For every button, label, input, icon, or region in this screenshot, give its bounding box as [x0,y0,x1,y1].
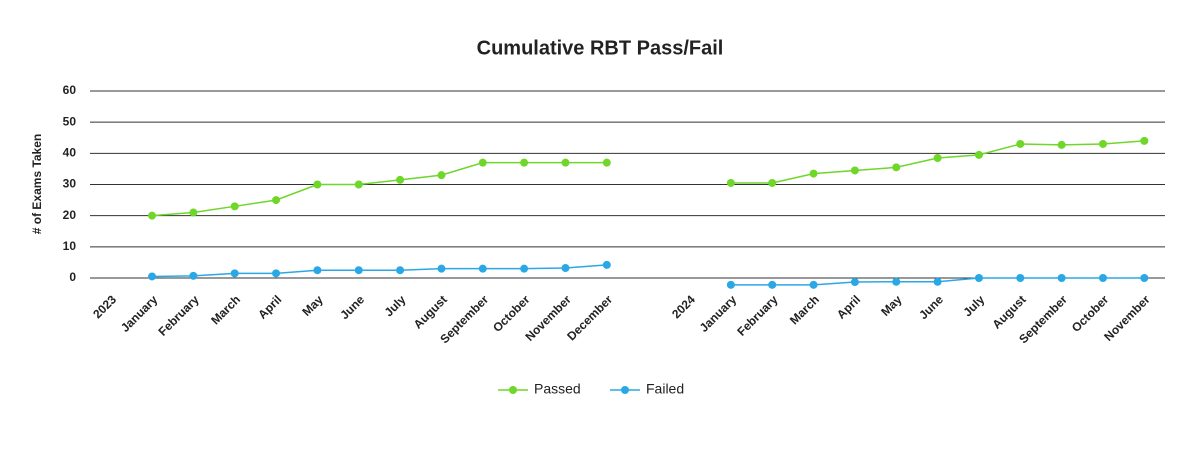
x-tick-label: October [490,292,533,335]
data-point [726,178,735,187]
data-point [974,274,983,282]
x-tick-label: May [878,292,905,319]
data-point [1098,139,1107,148]
data-point [768,178,777,187]
data-point [809,280,818,289]
data-point [230,202,239,211]
data-point [1016,139,1025,148]
data-point [437,171,446,180]
data-point [354,180,363,189]
legend-marker [621,386,629,394]
x-tick-label: January [118,292,161,335]
x-tick-label: April [834,292,863,321]
series-line [151,140,1145,217]
data-point [313,180,322,189]
data-point [602,158,611,167]
data-point [1140,136,1149,145]
x-tick-label: December [564,292,615,343]
data-point [850,166,859,175]
data-point [148,211,157,220]
x-tick-label: 2024 [669,292,698,321]
x-tick-label: August [990,292,1029,331]
data-point [189,208,198,217]
data-point [189,271,198,280]
data-point [478,158,487,167]
data-point [809,169,818,178]
data-point [396,175,405,184]
x-tick-label: January [697,292,740,335]
data-point [561,264,570,273]
y-tick-label: 50 [63,114,77,128]
data-point [437,264,446,273]
legend-label: Passed [534,381,581,397]
legend-marker [509,386,517,394]
data-point [1098,274,1107,282]
data-point [933,154,942,163]
x-tick-label: August [411,292,450,331]
data-point [230,269,239,278]
data-point [1057,274,1066,282]
data-point [272,196,281,205]
data-point [520,264,529,273]
data-point [726,280,735,289]
y-tick-label: 10 [63,239,77,253]
x-tick-label: July [960,292,987,319]
y-tick-label: 40 [63,146,77,160]
data-point [396,266,405,275]
y-tick-label: 60 [63,83,77,97]
x-tick-label: November [1101,292,1153,344]
x-tick-label: February [156,292,202,338]
y-tick-label: 20 [63,208,77,222]
data-point [892,277,901,286]
data-point [602,260,611,269]
data-point [933,277,942,286]
data-point [561,158,570,167]
x-tick-label: 2023 [90,292,119,321]
data-point [974,150,983,159]
data-point [1140,274,1149,282]
data-point [354,266,363,275]
legend-label: Failed [646,381,684,397]
data-point [768,280,777,289]
data-point [478,264,487,273]
x-tick-label: May [299,292,326,319]
x-tick-label: April [255,292,284,321]
x-tick-label: June [337,292,367,322]
x-tick-label: March [208,292,243,327]
data-point [520,158,529,167]
series-line [152,264,1145,286]
y-tick-label: 30 [63,177,77,191]
y-axis-title: # of Exams Taken [30,134,44,235]
x-tick-label: March [787,292,822,327]
x-tick-label: June [916,292,946,322]
chart-title: Cumulative RBT Pass/Fail [477,37,724,59]
data-point [1057,140,1066,149]
data-point [148,272,157,281]
x-tick-label: February [734,292,780,338]
data-point [313,266,322,275]
data-point [850,278,859,287]
data-point [892,163,901,172]
y-tick-label: 0 [69,270,76,284]
data-point [272,269,281,278]
data-point [1016,274,1025,282]
x-tick-label: July [382,292,409,319]
x-tick-label: October [1069,292,1112,335]
